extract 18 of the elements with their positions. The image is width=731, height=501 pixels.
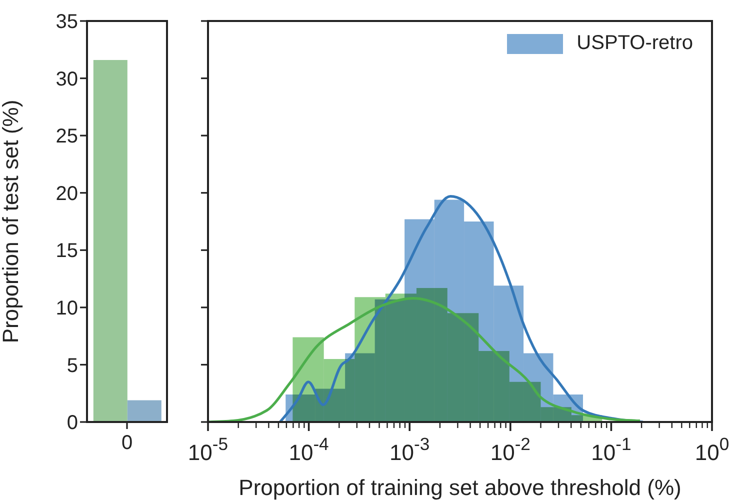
y-tick-label: 25	[56, 126, 78, 148]
y-tick-label: 0	[66, 412, 78, 434]
legend-label: USPTO-retro	[576, 32, 693, 55]
x-axis-title: Proportion of training set above threshold (%)	[238, 475, 682, 500]
x-tick-label: 10$^{-2}$	[490, 434, 530, 465]
y-tick-label: 20	[56, 182, 78, 205]
x-tick-label: 10$^{-5}$	[188, 434, 228, 465]
y-axis-title: Proportion of test set (%)	[0, 100, 23, 344]
y-tick-label: 10	[56, 298, 78, 320]
y-tick-label: 35	[56, 11, 78, 34]
y-tick-label: 5	[66, 354, 78, 377]
x-tick-label: 10$^{-3}$	[390, 434, 430, 465]
x-tick-label: 0	[121, 432, 133, 454]
y-tick-label: 15	[56, 240, 78, 262]
x-tick-label: 10$^{-4}$	[288, 434, 330, 465]
x-tick-label: 10$^{-1}$	[591, 434, 632, 465]
x-tick-label: 10$^{0}$	[694, 434, 730, 465]
y-tick-label: 30	[56, 68, 78, 90]
